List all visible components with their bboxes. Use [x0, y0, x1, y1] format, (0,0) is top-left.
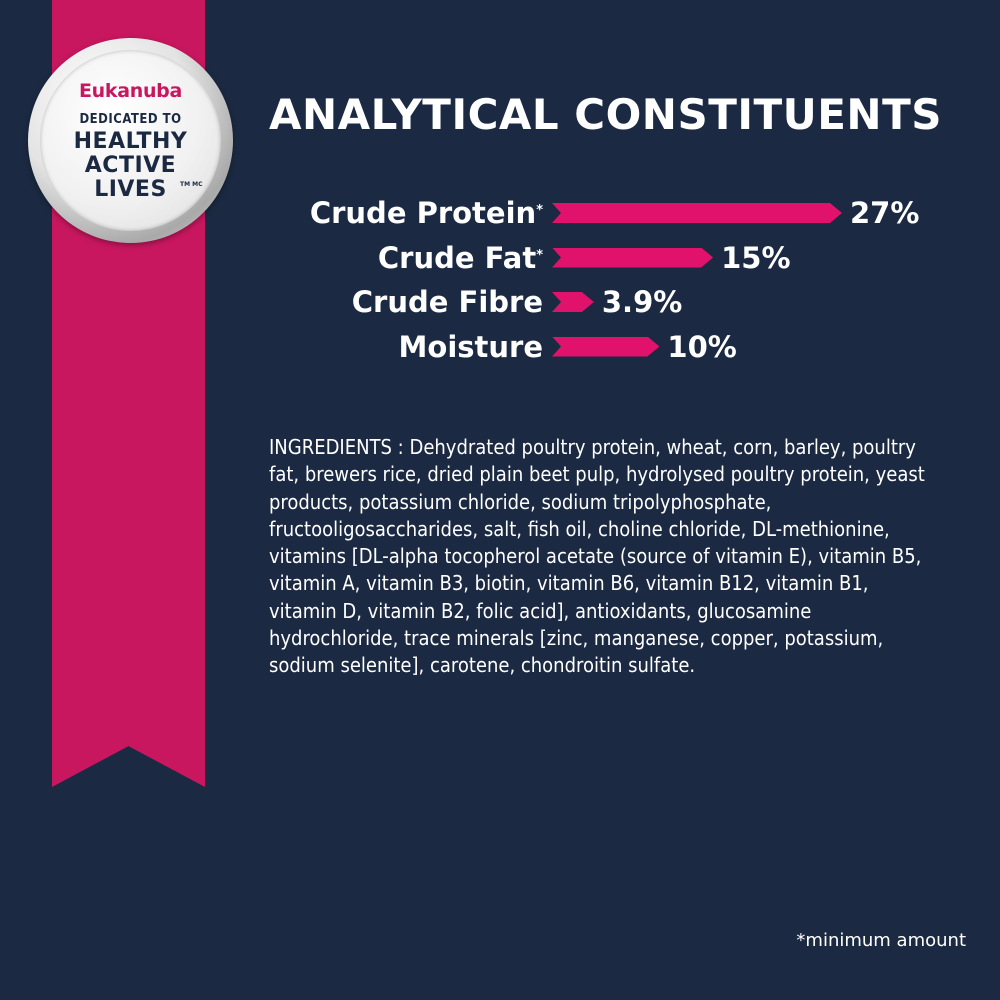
category-label: Crude Fat*: [378, 241, 543, 275]
category-label-text: Crude Fibre: [351, 285, 543, 319]
category-label-text: Moisture: [398, 329, 543, 364]
bar: [552, 292, 594, 312]
category-label-text: Crude Protein: [309, 196, 537, 230]
trademark-mark: TM MC: [180, 181, 203, 188]
footnote-marker: *: [536, 203, 543, 218]
value-label: 3.9%: [601, 285, 683, 319]
brand-logo: Eukanuba: [78, 80, 183, 102]
footnote: *minimum amount: [796, 930, 966, 951]
bar: [552, 248, 713, 268]
category-label: Crude Protein*: [310, 196, 543, 230]
badge-dedicated-text: DEDICATED TO: [79, 112, 182, 127]
footnote-marker: *: [536, 247, 543, 263]
ingredients-text: INGREDIENTS : Dehydrated poultry protein…: [269, 435, 925, 678]
category-label: Crude Fibre: [352, 285, 543, 319]
badge-line-1: HEALTHY: [73, 129, 188, 154]
chart-title: ANALYTICAL CONSTITUENTS: [269, 90, 942, 139]
value-label: 27%: [850, 196, 920, 230]
value-label: 15%: [721, 240, 791, 275]
badge-line-2: ACTIVE: [84, 153, 177, 178]
value-label: 10%: [667, 329, 737, 364]
bar: [552, 203, 842, 223]
category-label: Moisture: [399, 330, 543, 364]
bar: [552, 337, 659, 357]
badge-face: Eukanuba DEDICATED TO HEALTHY ACTIVE LIV…: [40, 50, 221, 231]
badge-line-3: LIVES: [94, 177, 167, 202]
category-label-text: Crude Fat: [377, 240, 537, 275]
brand-badge: Eukanuba DEDICATED TO HEALTHY ACTIVE LIV…: [28, 38, 233, 243]
